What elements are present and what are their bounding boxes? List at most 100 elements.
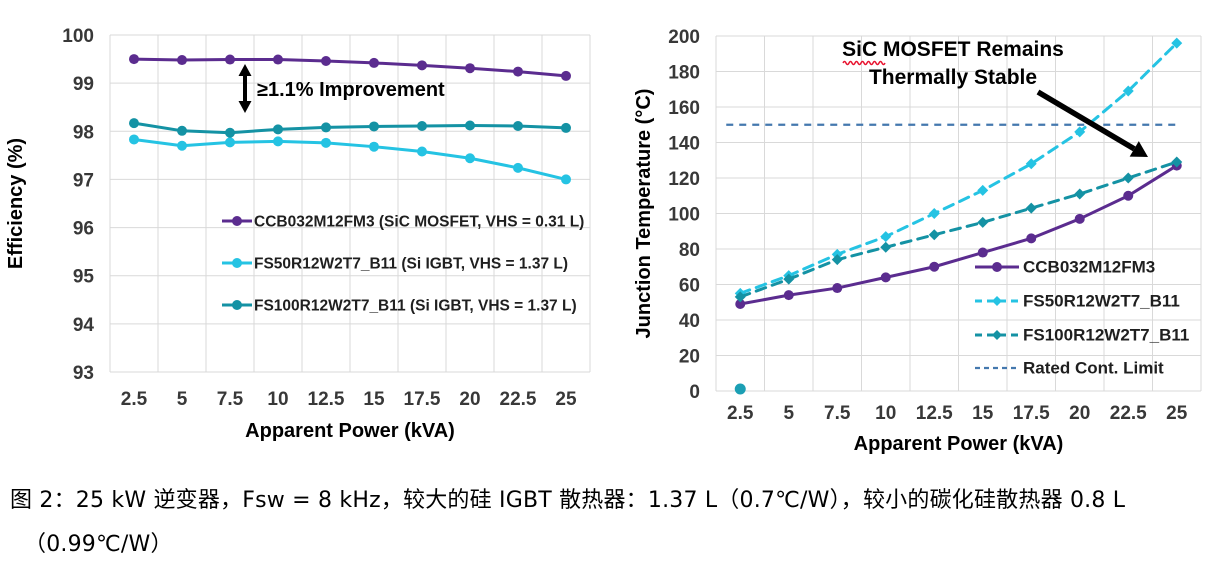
series-line-ccb032m12fm3 (738, 164, 1179, 306)
stray-data-point (734, 383, 746, 395)
y-tick-label: 200 (668, 27, 700, 48)
x-tick-label: 25 (1166, 403, 1188, 424)
series-marker (1025, 158, 1037, 170)
x-tick-label: 12.5 (916, 403, 953, 424)
series-marker (129, 134, 139, 145)
series-marker (417, 120, 427, 131)
x-tick-label: 17.5 (404, 389, 441, 410)
legend-swatch-marker (232, 216, 242, 226)
y-tick-label: 160 (668, 98, 700, 119)
series-line-fs50r12w2t7_b11 (738, 41, 1179, 295)
series-marker (561, 174, 571, 185)
series-marker (832, 283, 843, 294)
legend-item-ccb032m12fm3: CCB032M12FM3 (SiC MOSFET, VHS = 0.31 L) (222, 214, 584, 231)
x-tick-label: 5 (177, 389, 188, 410)
junction-temperature-chart: 0 20 40 60 80 100 120 140 160 180 200 2.5 5 7.5 10 12.5… (633, 27, 1202, 455)
series-marker (177, 125, 187, 136)
arrow-head-up-icon (238, 64, 252, 76)
y-tick-label: 140 (668, 134, 700, 155)
series-marker (1122, 85, 1134, 97)
series-marker (1074, 213, 1085, 224)
series-marker (321, 137, 331, 148)
series-marker (225, 54, 235, 65)
series-marker (465, 120, 475, 131)
legend-label: Rated Cont. Limit (1023, 359, 1164, 378)
legend-label: FS100R12W2T7_B11 (Si IGBT, VHS = 1.37 L) (254, 298, 577, 315)
x-tick-label: 20 (1069, 403, 1090, 424)
thermal-annotation-line-1: SiC MOSFET Remains (842, 38, 1064, 61)
x-tick-label: 7.5 (217, 389, 244, 410)
series-marker (928, 208, 940, 219)
series-marker (880, 231, 892, 243)
y-tick-label: 180 (668, 63, 700, 84)
x-tick-label: 12.5 (308, 389, 345, 410)
series-marker (273, 54, 283, 65)
series-marker (783, 290, 794, 301)
legend-swatch-marker (992, 262, 1002, 272)
x-axis-title: Apparent Power (kVA) (854, 433, 1064, 455)
y-tick-label: 60 (679, 276, 700, 297)
series-marker (465, 63, 475, 74)
series-marker (977, 216, 989, 228)
legend-swatch-marker (992, 330, 1002, 340)
series-marker (1026, 233, 1037, 244)
y-tick-label: 95 (73, 267, 95, 288)
series-line-fs50r12w2t7_b11 (132, 137, 568, 181)
series-line-ccb032m12fm3 (132, 57, 568, 78)
series-marker (1074, 188, 1086, 200)
series-marker (880, 272, 891, 283)
series-marker (177, 55, 187, 66)
x-tick-label: 5 (783, 403, 794, 424)
caption-line-1: 图 2：25 kW 逆变器，Fsw = 8 kHz，较大的硅 IGBT 散热器：… (10, 488, 1126, 513)
x-tick-label: 2.5 (727, 403, 754, 424)
legend-item-ccb032m12fm3: CCB032M12FM3 (975, 258, 1155, 277)
improvement-annotation: ≥1.1% Improvement (257, 79, 445, 101)
y-tick-label: 120 (668, 169, 700, 190)
series-marker (1171, 156, 1183, 168)
y-tick-label: 96 (73, 219, 94, 240)
series-marker (273, 124, 283, 135)
y-tick-label: 20 (679, 347, 700, 368)
x-tick-label: 15 (363, 389, 385, 410)
series-line-fs100r12w2t7_b11 (132, 121, 568, 135)
y-tick-label: 80 (679, 240, 700, 261)
series-marker (369, 141, 379, 152)
x-axis-title: Apparent Power (kVA) (245, 420, 455, 442)
x-tick-label: 10 (875, 403, 896, 424)
series-marker (734, 291, 746, 303)
x-tick-label: 10 (267, 389, 288, 410)
x-tick-label: 17.5 (1013, 403, 1050, 424)
y-axis-title: Efficiency (%) (5, 138, 27, 269)
series-marker (513, 120, 523, 131)
legend-label: FS50R12W2T7_B11 (1023, 292, 1180, 311)
series-line-fs100r12w2t7_b11 (738, 160, 1179, 299)
arrow-head-down-icon (238, 101, 252, 113)
series-marker (928, 229, 940, 241)
series-marker (129, 118, 139, 129)
series-marker (129, 54, 139, 65)
series-marker (1025, 202, 1037, 214)
y-tick-label: 94 (73, 315, 95, 336)
series-marker (735, 299, 746, 310)
callout-arrow (1036, 89, 1136, 152)
series-marker (417, 146, 427, 157)
y-tick-label: 0 (689, 382, 700, 403)
series-marker (369, 121, 379, 132)
x-tick-label: 25 (555, 389, 577, 410)
caption-line-2: （0.99℃/W） (24, 532, 173, 557)
x-tick-label: 2.5 (121, 389, 148, 410)
series-marker (369, 57, 379, 68)
series-marker (1074, 126, 1086, 138)
series-marker (465, 153, 475, 164)
series-marker (561, 70, 571, 81)
series-marker (831, 254, 843, 266)
legend-label: CCB032M12FM3 (SiC MOSFET, VHS = 0.31 L) (254, 214, 584, 231)
y-axis-title: Junction Temperature (°C) (633, 89, 655, 339)
thermal-annotation-line-2: Thermally Stable (869, 66, 1037, 89)
series-marker (321, 55, 331, 66)
legend-label: FS100R12W2T7_B11 (1023, 326, 1189, 345)
spellcheck-squiggle-icon (842, 60, 886, 66)
series-marker (273, 136, 283, 147)
legend-label: FS50R12W2T7_B11 (Si IGBT, VHS = 1.37 L) (254, 256, 568, 273)
